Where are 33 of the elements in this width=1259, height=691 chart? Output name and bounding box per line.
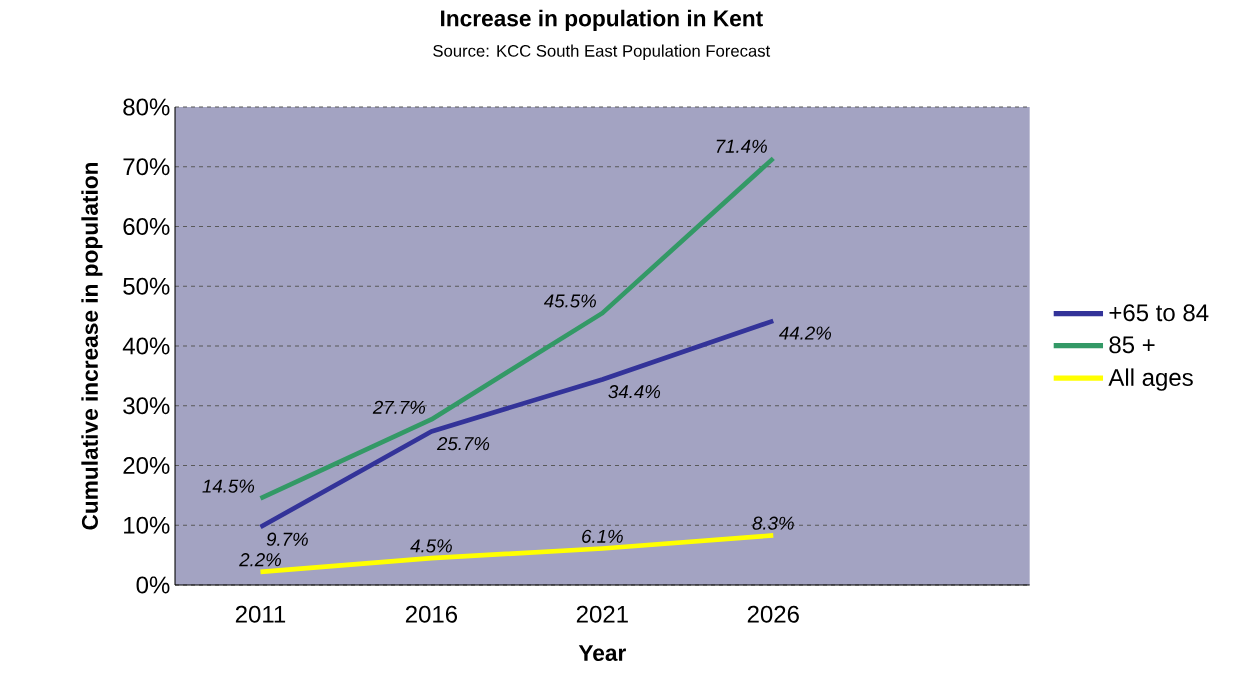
legend-label: 85 + [1109,336,1155,354]
data-label: 71.4% [716,139,767,153]
data-label: 4.5% [410,539,452,553]
y-tick-label: 20% [123,456,170,474]
data-label: 14.5% [202,479,255,493]
y-tick-label: 70% [123,158,170,176]
legend-label: +65 to 84 [1109,304,1209,322]
data-label: 8.3% [752,516,794,530]
y-tick-label: 80% [123,98,170,116]
line-series [258,156,776,501]
x-axis-title: Year [578,645,626,661]
data-label: 44.2% [779,326,832,340]
legend-label: All ages [1108,368,1193,391]
data-label: 9.7% [266,532,308,546]
chart-subtitle: Source: KCC South East Population Forecast [433,44,771,61]
y-tick-label: 50% [123,277,170,295]
data-label: 25.7% [436,437,490,451]
y-tick-label: 40% [122,337,170,355]
x-tick-label: 2011 [235,605,286,623]
data-label: 2.2% [239,553,281,567]
x-tick-label: 2026 [747,605,799,623]
chart-title: Increase in population in Kent [441,9,763,31]
x-tick-label: 2021 [576,605,628,623]
data-label: 6.1% [582,529,623,543]
y-tick-label: 0% [136,576,170,594]
data-label: 45.5% [543,294,596,308]
x-tick-label: 2016 [405,605,458,623]
data-label: 34.4% [608,385,661,399]
data-label: 27.7% [372,400,426,414]
y-tick-label: 10% [124,516,170,534]
y-tick-label: 30% [123,397,170,415]
y-axis-title: Cumulative increase in population [81,162,103,530]
y-tick-label: 60% [123,217,170,235]
